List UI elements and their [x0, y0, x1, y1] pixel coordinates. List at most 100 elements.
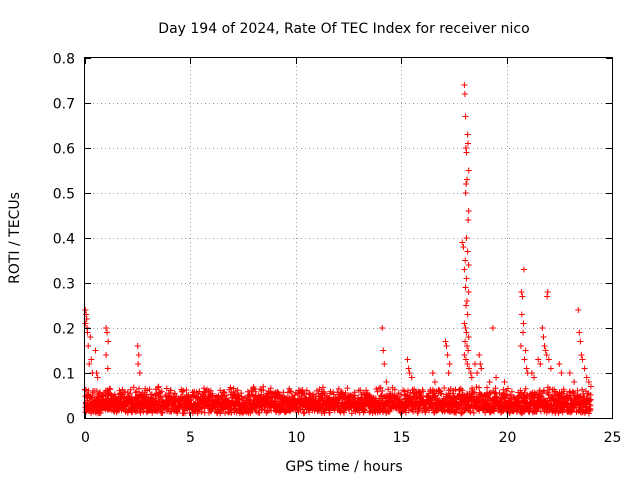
band-point — [321, 388, 328, 395]
data-point — [537, 361, 544, 367]
band-point — [155, 383, 162, 390]
data-point — [535, 356, 542, 363]
data-point — [94, 374, 101, 381]
data-point — [468, 374, 475, 381]
x-tick-label: 20 — [499, 430, 517, 446]
data-point — [445, 370, 452, 376]
data-point — [472, 361, 478, 367]
y-tick-label: 0 — [66, 412, 75, 428]
data-point — [85, 343, 92, 349]
band-point — [127, 386, 134, 393]
band-point — [420, 388, 427, 395]
data-point — [517, 343, 524, 349]
data-point — [462, 190, 469, 196]
data-point — [464, 343, 470, 349]
data-point — [558, 370, 565, 376]
data-point — [566, 370, 573, 376]
data-point — [465, 217, 472, 223]
data-point — [93, 370, 100, 376]
band-point — [167, 387, 174, 394]
y-axis-label: ROTI / TECUs — [7, 192, 23, 284]
band-point — [155, 384, 161, 391]
band-point — [247, 410, 254, 417]
data-point — [465, 347, 472, 354]
band-point — [130, 384, 137, 391]
data-point — [544, 293, 551, 300]
x-tick-label: 10 — [288, 430, 306, 446]
band-point — [222, 410, 229, 417]
band-point — [561, 388, 567, 395]
y-tick-label: 0.4 — [53, 232, 75, 248]
band-point — [522, 385, 529, 392]
data-point — [466, 365, 473, 372]
data-point — [104, 329, 111, 336]
band-point — [541, 388, 548, 395]
data-point — [576, 329, 583, 336]
data-point — [539, 325, 546, 331]
band-point — [288, 388, 295, 395]
data-point — [474, 370, 481, 376]
x-tick-label: 15 — [393, 430, 411, 446]
data-point — [579, 356, 586, 363]
data-point — [462, 284, 469, 291]
data-point — [103, 352, 110, 358]
x-axis-label: GPS time / hours — [285, 459, 402, 475]
data-point — [408, 374, 415, 381]
y-tick-label: 0.1 — [53, 367, 75, 383]
data-point — [587, 383, 594, 390]
data-point — [493, 374, 500, 381]
data-point — [464, 176, 470, 183]
band-point — [379, 388, 386, 394]
data-point — [531, 374, 537, 381]
data-point — [462, 257, 469, 264]
band-point — [158, 388, 165, 395]
band-point — [429, 386, 436, 393]
data-point — [462, 113, 469, 120]
band-point — [484, 384, 490, 391]
data-point — [520, 329, 526, 336]
band-point — [111, 391, 118, 398]
band-point — [127, 390, 133, 397]
plot-frame — [84, 57, 613, 419]
data-point — [465, 289, 472, 295]
band-point — [579, 386, 586, 393]
band-point — [107, 386, 114, 393]
band-point — [106, 385, 113, 392]
data-point — [477, 361, 484, 367]
data-point — [461, 352, 468, 358]
data-point — [460, 244, 467, 250]
y-tick-label: 0.3 — [53, 277, 75, 293]
band-point — [303, 387, 310, 394]
x-tick-label: 25 — [604, 430, 622, 446]
band-point — [357, 387, 364, 394]
data-point — [465, 208, 472, 214]
band-point — [163, 385, 170, 392]
data-point — [380, 347, 387, 354]
band-point — [260, 387, 267, 394]
band-point — [492, 385, 499, 392]
band-point — [467, 409, 474, 416]
data-point — [442, 338, 449, 345]
data-point — [523, 365, 530, 372]
data-point — [578, 352, 585, 358]
y-tick-label: 0.2 — [53, 322, 75, 338]
data-point — [82, 307, 89, 313]
band-point — [532, 390, 539, 397]
data-point — [547, 365, 554, 372]
data-point — [379, 325, 386, 331]
data-point — [135, 361, 142, 367]
band-point — [286, 408, 293, 415]
data-point — [459, 239, 466, 246]
band-point — [181, 395, 188, 402]
band-point — [320, 384, 326, 391]
data-point — [465, 334, 472, 340]
data-point — [585, 379, 592, 385]
band-point — [234, 387, 241, 394]
data-point — [464, 361, 471, 367]
data-point — [543, 352, 550, 358]
band-point — [287, 388, 293, 395]
data-point — [461, 82, 468, 88]
data-point — [581, 365, 588, 372]
band-point — [233, 409, 240, 416]
data-point — [489, 325, 496, 331]
